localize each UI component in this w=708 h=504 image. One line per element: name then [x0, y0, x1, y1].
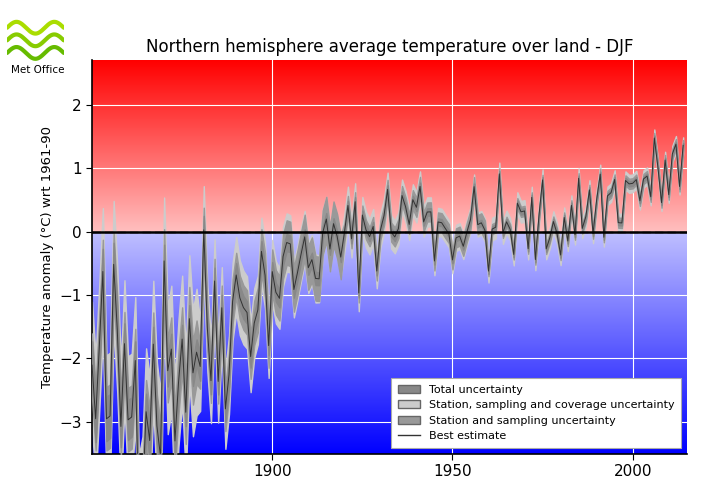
Legend: Total uncertainty, Station, sampling and coverage uncertainty, Station and sampl: Total uncertainty, Station, sampling and…	[391, 378, 681, 448]
Title: Northern hemisphere average temperature over land - DJF: Northern hemisphere average temperature …	[146, 38, 633, 56]
Y-axis label: Temperature anomaly (°C) wrt 1961-90: Temperature anomaly (°C) wrt 1961-90	[40, 126, 54, 388]
Text: Met Office: Met Office	[11, 65, 64, 75]
